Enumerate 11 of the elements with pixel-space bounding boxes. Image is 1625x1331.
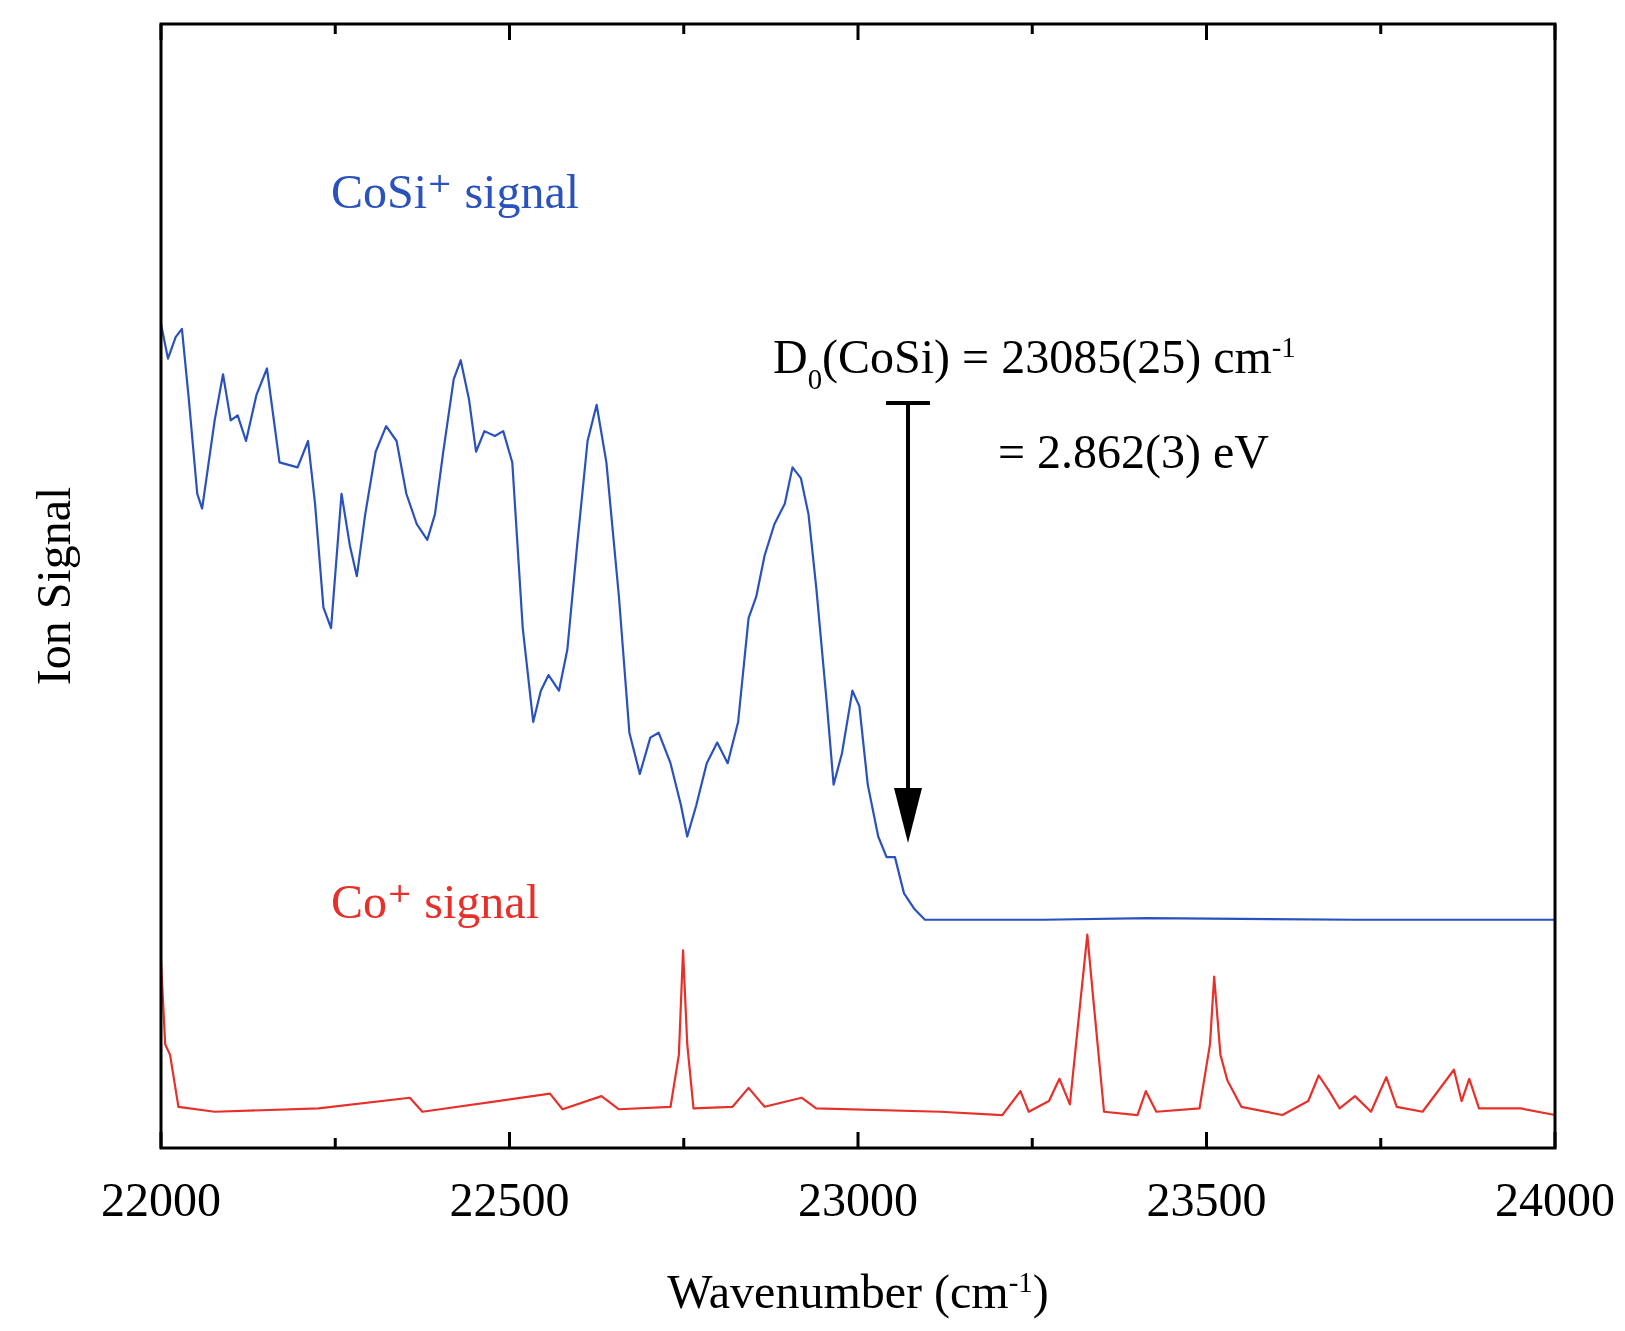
x-tick-label: 24000 — [1495, 1173, 1615, 1226]
y-axis-title: Ion Signal — [27, 486, 80, 686]
text: Co⁺ signal — [331, 875, 540, 928]
annotation: = 2.862(3) eV — [998, 425, 1270, 479]
x-tick-label: 22000 — [101, 1173, 221, 1226]
x-tick-label: 23500 — [1146, 1173, 1267, 1226]
x-tick-label: 22500 — [449, 1173, 570, 1226]
x-axis-title: Wavenumber (cm$^{-1}$) — [667, 1265, 1049, 1319]
annotation: D$_{0}$(CoSi) = 23085(25) cm$^{-1}$ — [773, 330, 1296, 395]
x-tick-label: 23000 — [798, 1173, 918, 1226]
text: CoSi⁺ signal — [331, 165, 580, 218]
